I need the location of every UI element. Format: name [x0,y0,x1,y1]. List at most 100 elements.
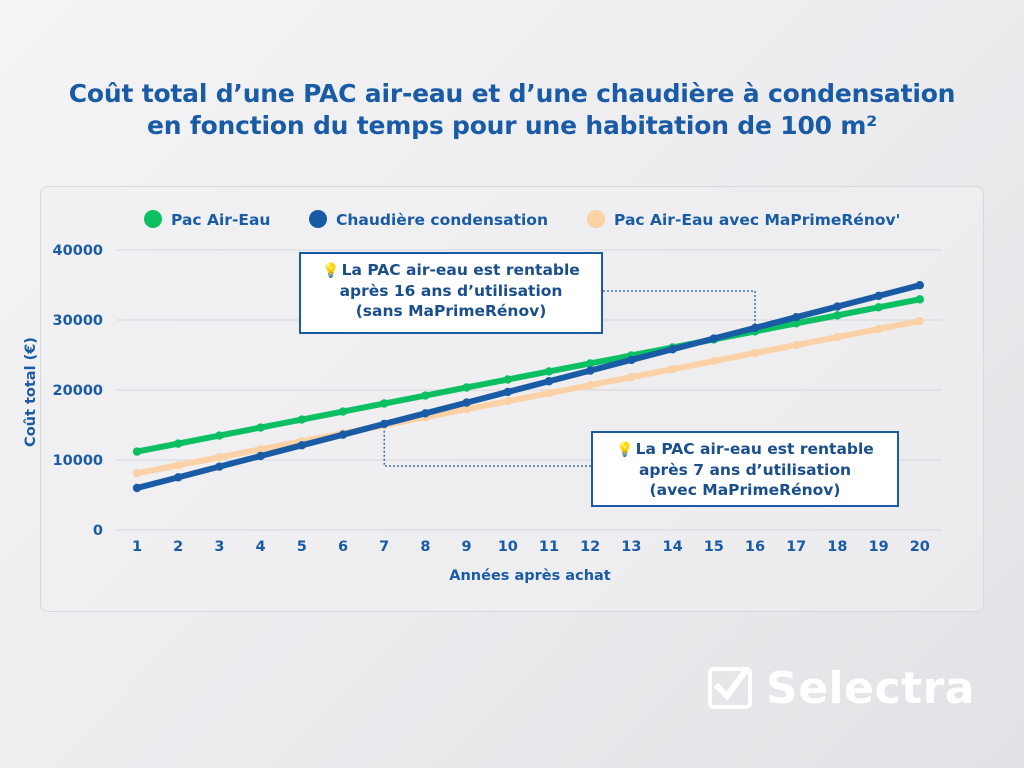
callout-connector [383,423,591,467]
data-point [544,388,554,398]
data-point [380,419,389,429]
data-point [668,345,677,354]
x-tick-label: 16 [745,539,765,555]
data-point [297,441,306,450]
x-tick-label: 1 [132,539,142,555]
x-tick-label: 15 [704,539,724,555]
data-point [174,439,183,448]
legend-label-1: Chaudière condensation [336,211,548,229]
y-tick-label: 20000 [53,383,103,399]
data-point [503,387,512,397]
x-tick-label: 11 [539,539,559,555]
data-point [462,383,471,392]
data-point [132,469,142,478]
data-point [750,348,760,358]
callout-no-subsidy-line-3: (sans MaPrimeRénov) [355,302,547,320]
data-point [380,399,389,408]
lightbulb-icon: 💡 [322,263,340,279]
data-point [586,366,595,375]
title-line-2: en fonction du temps pour une habitation… [147,111,877,140]
x-tick-label: 10 [498,539,518,555]
data-point [874,303,883,312]
x-tick-label: 20 [910,539,930,555]
data-point [544,367,554,376]
callout-no-subsidy-line-1: 💡 La PAC air-eau est rentable [322,261,580,279]
checkmark-icon [708,667,752,709]
data-point [421,391,430,400]
legend-marker-2 [587,210,605,228]
y-tick-label: 0 [93,523,103,539]
series-line-2 [134,318,923,477]
data-point [874,324,883,334]
title-line-1: Coût total d’une PAC air-eau et d’une ch… [68,79,956,108]
callout-with-subsidy-line-1: 💡 La PAC air-eau est rentable [616,440,874,458]
x-tick-label: 19 [869,539,889,555]
legend-label-0: Pac Air-Eau [171,211,270,229]
data-point [215,431,224,440]
callout-with-subsidy: 💡 La PAC air-eau est rentable après 7 ans… [591,431,899,507]
data-point [833,302,842,311]
x-tick-label: 14 [663,539,683,555]
data-point [256,423,265,432]
x-axis-label: Années après achat [449,568,611,584]
data-point [462,404,471,414]
callout-with-subsidy-line-3: (avec MaPrimeRénov) [649,481,841,499]
data-point [256,451,265,461]
data-point [627,355,636,365]
x-tick-label: 12 [580,539,600,555]
x-tick-label: 18 [827,539,847,555]
data-point [915,316,924,326]
data-point [586,380,595,390]
chart-title: Coût total d’une PAC air-eau et d’une ch… [0,78,1024,142]
legend-label-2: Pac Air-Eau avec MaPrimeRénov' [614,211,900,229]
callout-with-subsidy-line-2: après 7 ans d’utilisation [638,461,852,479]
series-line-1 [134,282,923,491]
data-point [421,409,430,418]
data-point [174,461,183,470]
x-tick-label: 2 [173,539,183,555]
x-tick-label: 13 [621,539,641,555]
data-point [750,323,760,333]
x-tick-label: 6 [338,539,348,555]
data-point [338,430,348,439]
data-point [668,364,677,374]
data-point [709,356,718,366]
y-tick-label: 30000 [53,313,103,329]
data-point [297,415,306,424]
data-point [792,340,801,350]
data-point [544,377,554,386]
y-axis-label: Coût total (€) [23,337,39,447]
data-point [833,332,842,342]
x-tick-label: 3 [214,539,224,555]
y-tick-label: 40000 [53,243,103,259]
y-tick-label: 10000 [53,453,103,469]
x-tick-label: 5 [297,539,307,555]
data-point [627,372,636,382]
x-tick-label: 4 [256,539,266,555]
data-point [503,375,512,384]
x-tick-label: 17 [786,539,806,555]
data-point [132,447,142,456]
x-tick-label: 7 [379,539,389,555]
callout-no-subsidy-line-2: après 16 ans d’utilisation [339,282,563,300]
data-point [503,397,512,406]
data-point [833,311,842,320]
data-point [915,295,924,304]
series-line-0 [134,296,923,455]
x-tick-label: 9 [462,539,472,555]
data-point [338,407,348,416]
legend-marker-0 [144,210,162,228]
data-point [792,319,801,328]
x-tick-label: 8 [420,539,430,555]
data-point [915,281,924,290]
data-point [709,334,718,343]
legend-marker-1 [309,210,327,228]
data-point [215,453,224,462]
data-point [792,313,801,322]
data-point [874,291,883,301]
data-point [586,359,595,368]
selectra-logo: Selectra [708,660,975,716]
brand-name: Selectra [766,662,975,714]
callout-connector [603,290,756,328]
data-point [256,445,265,454]
